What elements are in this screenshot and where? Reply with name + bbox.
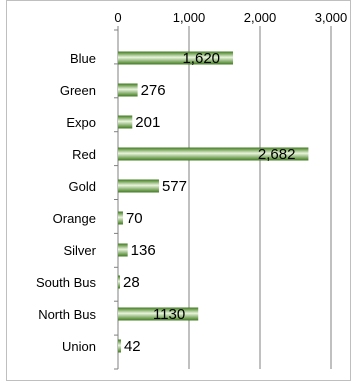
category-label: North Bus [38,307,96,322]
bar-green [118,83,138,97]
x-tick-label: 0 [114,10,121,25]
category-label: South Bus [36,275,96,290]
category-label: Expo [66,115,96,130]
data-label: 2,682 [258,146,296,163]
bar-gold [118,179,159,193]
bar-expo [118,115,133,129]
bars [118,51,309,353]
x-tick-label: 1,000 [173,10,206,25]
category-label: Green [60,83,96,98]
category-label: Orange [53,211,96,226]
category-label: Red [72,147,96,162]
bar-orange [118,211,123,225]
bar-north-bus [118,307,199,321]
data-label: 28 [123,274,140,291]
x-axis-ticks: 0 1,000 2,000 3,000 [114,10,348,370]
data-label: 1130 [153,306,185,323]
category-label: Blue [70,51,96,66]
data-label: 42 [124,338,141,355]
category-label: Union [62,339,96,354]
data-labels: 1,620 276 201 2,682 577 70 136 28 1130 42 [123,50,295,355]
data-label: 136 [131,242,156,259]
bar-south-bus [118,275,120,289]
bar-union [118,339,121,353]
bar-red [118,147,309,161]
bar-silver [118,243,128,257]
category-labels: Blue Green Expo Red Gold Orange Silver South Bu… [36,51,97,354]
x-tick-label: 2,000 [244,10,277,25]
data-label: 1,620 [182,50,220,67]
data-label: 70 [126,210,143,227]
data-label: 577 [162,178,187,195]
bar-blue [118,51,234,65]
category-label: Gold [69,179,96,194]
data-label: 201 [135,114,160,131]
x-tick-label: 3,000 [315,10,348,25]
data-label: 276 [141,82,166,99]
category-label: Silver [63,243,96,258]
